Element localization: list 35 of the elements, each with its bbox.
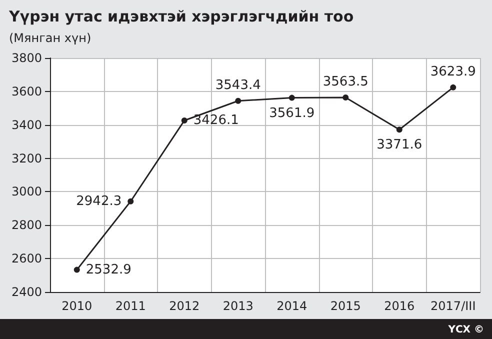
x-tick-label: 2011 xyxy=(115,299,146,313)
y-tick-label: 3000 xyxy=(11,184,42,199)
x-tick-label: 2016 xyxy=(384,299,415,313)
x-tick-label: 2015 xyxy=(330,299,361,313)
y-tick-label: 3800 xyxy=(11,51,42,65)
y-tick-label: 2400 xyxy=(11,285,42,299)
x-tick-label: 2012 xyxy=(169,299,200,313)
data-label: 2532.9 xyxy=(86,262,132,278)
point xyxy=(288,94,295,101)
data-label: 3561.9 xyxy=(269,106,315,121)
y-tick-label: 2600 xyxy=(11,252,42,266)
data-label: 3563.5 xyxy=(322,74,368,90)
data-label: 2942.3 xyxy=(76,194,122,209)
x-tick-label: 2017/III xyxy=(430,299,476,313)
x-tick-label: 2010 xyxy=(62,299,92,313)
data-label: 3371.6 xyxy=(376,138,422,153)
data-label: 3543.4 xyxy=(215,78,261,93)
data-label: 3426.1 xyxy=(193,112,239,128)
text: ҮСХ © xyxy=(447,324,484,336)
point xyxy=(128,198,134,204)
x-tick-label: 2013 xyxy=(222,299,254,313)
y-tick-label: 3200 xyxy=(11,151,42,166)
point xyxy=(74,266,80,273)
point xyxy=(450,84,456,90)
y-tick-label: 2800 xyxy=(11,218,42,232)
point xyxy=(396,126,402,133)
point xyxy=(181,117,188,124)
chart-subtitle: (Мянган хүн) xyxy=(9,31,92,45)
y-tick-label: 3600 xyxy=(11,84,42,98)
y-tick-label: 3400 xyxy=(11,118,42,132)
data-label: 3623.9 xyxy=(430,64,476,80)
x-tick-label: 2014 xyxy=(276,299,308,313)
chart-title: Үүрэн утас идэвхтэй хэрэглэгчдийн тоо xyxy=(8,8,354,26)
point xyxy=(342,94,349,101)
point xyxy=(235,98,242,104)
